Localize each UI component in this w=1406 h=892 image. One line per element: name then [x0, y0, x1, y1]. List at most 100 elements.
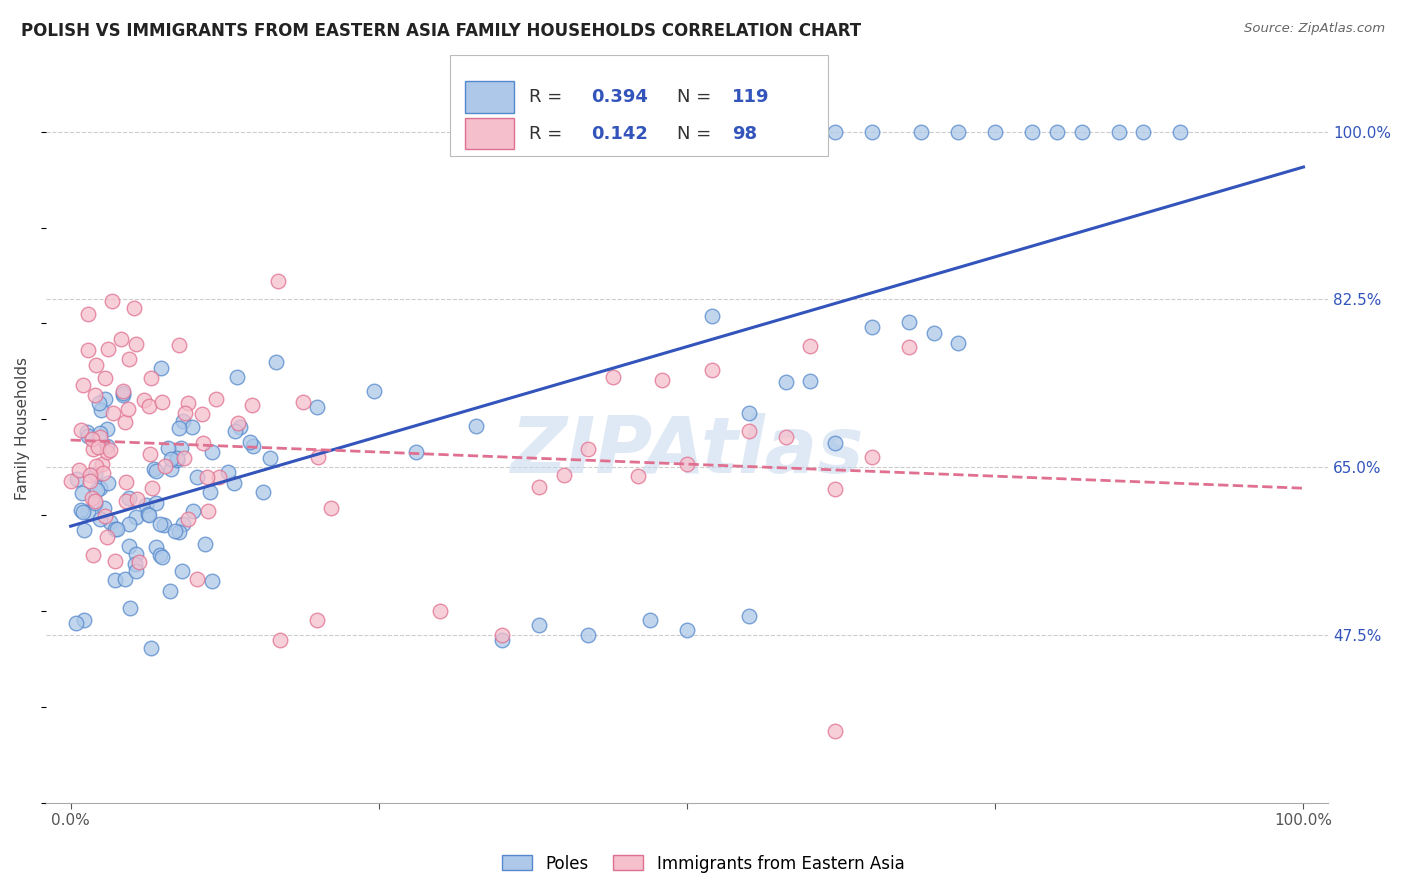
Point: [307, 450, 329, 464]
Point: [578, 628, 600, 642]
Text: 119: 119: [733, 88, 769, 106]
Point: [922, 326, 945, 340]
Point: [242, 439, 264, 453]
Point: [72, 378, 94, 392]
Point: [177, 396, 200, 410]
Point: [139, 641, 162, 656]
Point: [676, 623, 699, 637]
Point: [860, 319, 883, 334]
Point: [96, 439, 118, 453]
Point: [82, 442, 104, 456]
Point: [259, 450, 281, 465]
Point: [578, 442, 600, 457]
Point: [139, 447, 162, 461]
Point: [98, 442, 121, 457]
Point: [134, 393, 156, 408]
Point: [138, 400, 160, 414]
Point: [141, 481, 163, 495]
Point: [180, 419, 202, 434]
Point: [80, 491, 103, 505]
Point: [193, 436, 215, 450]
Point: [145, 540, 167, 554]
Point: [491, 628, 513, 642]
Point: [111, 384, 134, 398]
Point: [125, 564, 148, 578]
Point: [627, 469, 650, 483]
Point: [66, 472, 89, 486]
Point: [94, 370, 117, 384]
Point: [89, 512, 111, 526]
Point: [738, 424, 761, 438]
Point: [174, 406, 197, 420]
Point: [125, 510, 148, 524]
Point: [948, 335, 970, 350]
Point: [101, 293, 124, 308]
Point: [824, 482, 846, 496]
Point: [90, 403, 112, 417]
Text: 0.394: 0.394: [591, 88, 648, 106]
Point: [125, 491, 148, 506]
Point: [77, 505, 100, 519]
Point: [93, 501, 115, 516]
Text: ZIPAtlas: ZIPAtlas: [510, 413, 863, 489]
Point: [65, 616, 87, 631]
Point: [177, 512, 200, 526]
Point: [89, 425, 111, 440]
Legend: Poles, Immigrants from Eastern Asia: Poles, Immigrants from Eastern Asia: [495, 848, 911, 880]
Point: [170, 442, 193, 456]
Point: [897, 314, 920, 328]
Point: [135, 498, 157, 512]
Text: N =: N =: [676, 125, 717, 143]
Point: [208, 470, 231, 484]
Point: [118, 539, 141, 553]
Point: [464, 419, 486, 434]
Point: [167, 421, 190, 435]
Point: [267, 274, 290, 288]
Point: [738, 608, 761, 623]
Point: [150, 395, 173, 409]
Point: [86, 440, 108, 454]
Point: [226, 370, 249, 384]
Point: [91, 466, 114, 480]
Point: [97, 475, 120, 490]
Point: [775, 375, 797, 389]
Point: [651, 373, 673, 387]
Point: [103, 406, 125, 420]
Text: Source: ZipAtlas.com: Source: ZipAtlas.com: [1244, 22, 1385, 36]
Point: [122, 301, 145, 316]
Point: [910, 125, 932, 139]
Point: [104, 554, 127, 568]
Point: [79, 467, 101, 482]
Point: [82, 549, 104, 563]
Point: [553, 467, 575, 482]
Text: N =: N =: [676, 88, 717, 106]
Point: [204, 392, 226, 406]
Point: [87, 396, 110, 410]
Point: [201, 445, 224, 459]
Point: [153, 459, 176, 474]
Point: [84, 496, 107, 510]
Point: [169, 338, 191, 352]
Point: [104, 573, 127, 587]
Text: R =: R =: [529, 125, 568, 143]
Point: [700, 363, 723, 377]
Point: [118, 601, 141, 615]
Point: [1070, 125, 1092, 139]
Point: [292, 395, 315, 409]
Point: [69, 423, 91, 437]
Point: [84, 459, 107, 474]
Point: [195, 470, 218, 484]
Point: [638, 614, 661, 628]
FancyBboxPatch shape: [465, 118, 515, 149]
Point: [150, 360, 173, 375]
Point: [77, 343, 100, 357]
Point: [67, 463, 90, 477]
Point: [197, 504, 219, 518]
Point: [240, 398, 263, 412]
Point: [186, 470, 208, 484]
Point: [105, 522, 128, 536]
Point: [128, 555, 150, 569]
Point: [824, 125, 846, 139]
Point: [97, 342, 120, 356]
Point: [118, 491, 141, 505]
